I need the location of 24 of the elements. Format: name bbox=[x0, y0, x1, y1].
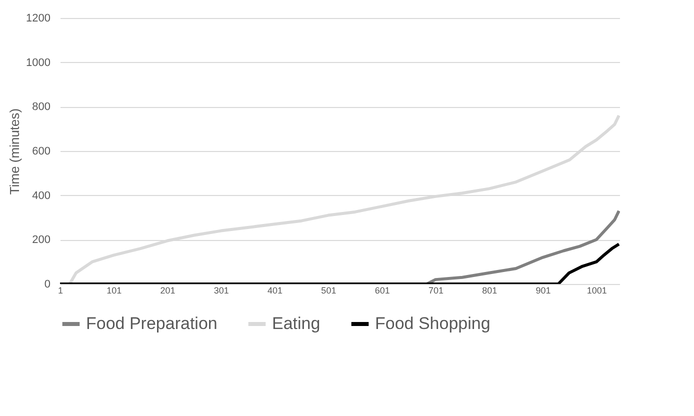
y-tick-label: 0 bbox=[44, 278, 50, 290]
y-tick-label: 1000 bbox=[26, 56, 50, 69]
x-tick-label: 1001 bbox=[586, 286, 607, 296]
y-tick-label: 800 bbox=[32, 101, 50, 114]
legend-label: Food Shopping bbox=[375, 314, 490, 333]
y-tick-label: 600 bbox=[32, 146, 50, 158]
x-tick-label: 401 bbox=[268, 286, 283, 296]
x-tick-label: 601 bbox=[374, 286, 390, 296]
y-tick-label: 1200 bbox=[26, 12, 50, 24]
y-axis-title: Time (minutes) bbox=[7, 108, 22, 195]
line-series bbox=[60, 242, 620, 284]
x-tick-label: 301 bbox=[214, 286, 229, 296]
x-tick-label: 201 bbox=[160, 286, 176, 296]
legend-label: Eating bbox=[272, 314, 320, 333]
legend-label: Food Preparation bbox=[86, 314, 218, 333]
x-tick-label: 801 bbox=[482, 286, 498, 296]
x-tick-label: 1 bbox=[58, 286, 64, 296]
y-tick-label: 200 bbox=[32, 234, 50, 246]
x-tick-label: 501 bbox=[321, 286, 336, 296]
y-tick-label: 400 bbox=[32, 190, 50, 202]
x-tick-label: 101 bbox=[106, 286, 122, 296]
x-tick-label: 701 bbox=[428, 286, 444, 296]
x-tick-label: 901 bbox=[536, 286, 551, 296]
line-series bbox=[425, 209, 620, 284]
